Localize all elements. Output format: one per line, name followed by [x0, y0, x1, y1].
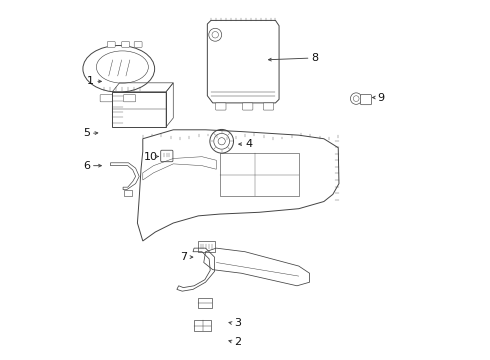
FancyBboxPatch shape: [243, 103, 253, 110]
FancyBboxPatch shape: [134, 41, 142, 47]
Text: 1: 1: [87, 76, 94, 86]
Text: 5: 5: [83, 129, 90, 138]
Text: 6: 6: [83, 161, 90, 171]
FancyBboxPatch shape: [263, 103, 274, 110]
FancyBboxPatch shape: [216, 103, 226, 110]
Text: 4: 4: [245, 139, 252, 149]
Text: 3: 3: [234, 319, 242, 328]
FancyBboxPatch shape: [161, 150, 173, 162]
FancyBboxPatch shape: [122, 41, 129, 47]
Text: 10: 10: [144, 152, 158, 162]
FancyBboxPatch shape: [107, 41, 115, 47]
FancyBboxPatch shape: [100, 95, 112, 102]
FancyBboxPatch shape: [123, 95, 136, 102]
Text: 7: 7: [180, 252, 188, 262]
FancyBboxPatch shape: [361, 95, 371, 105]
Text: 2: 2: [234, 337, 242, 347]
Text: 9: 9: [378, 93, 385, 103]
Text: 8: 8: [311, 53, 318, 63]
